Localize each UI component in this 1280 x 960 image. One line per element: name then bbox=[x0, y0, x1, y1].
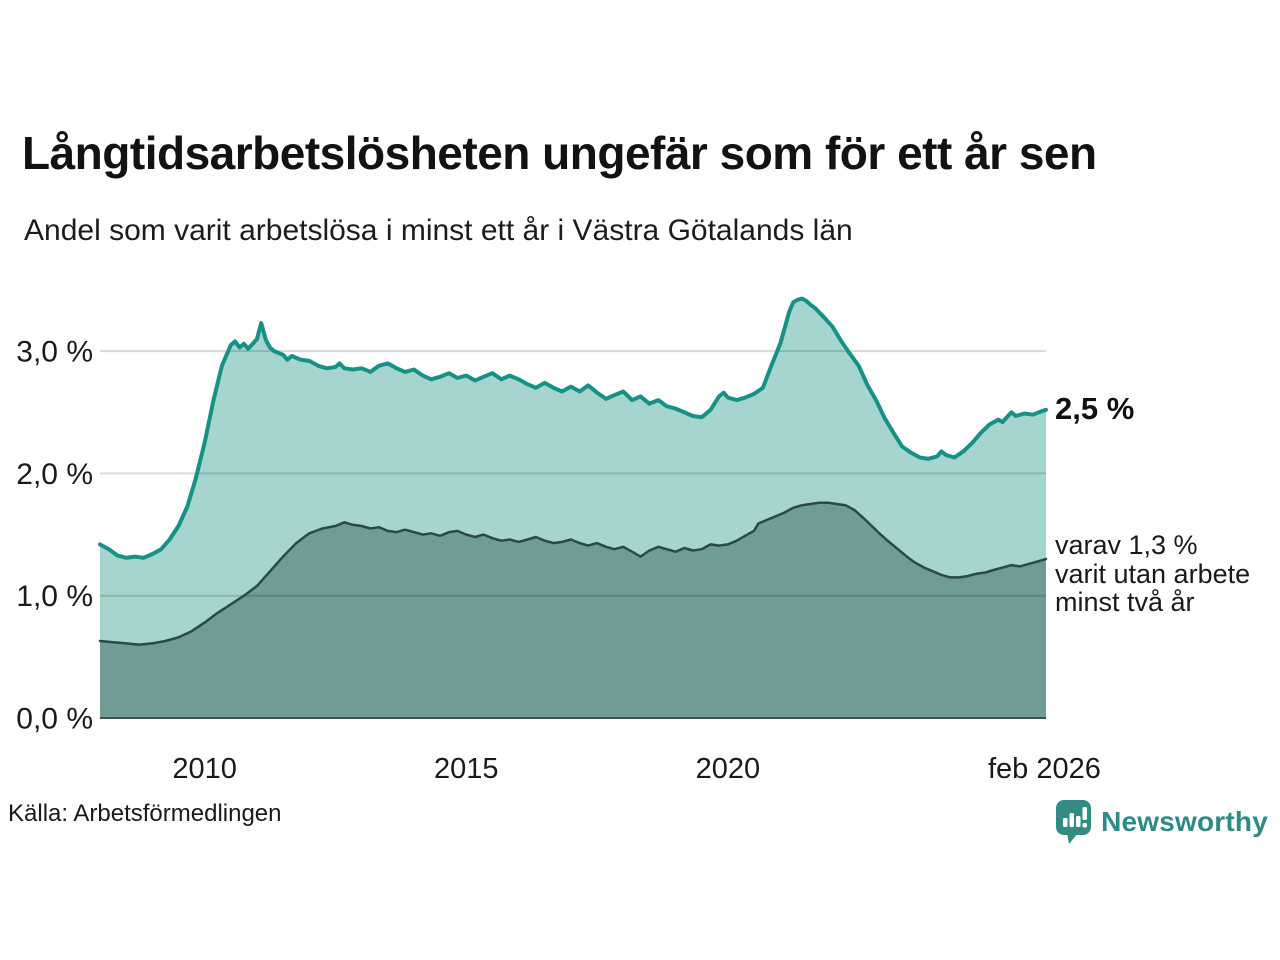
newsworthy-wordmark: Newsworthy bbox=[1101, 806, 1268, 837]
x-tick-label: 2020 bbox=[696, 753, 761, 785]
newsworthy-brand: Newsworthy bbox=[1055, 798, 1268, 846]
newsworthy-logo-icon bbox=[1056, 800, 1092, 844]
secondary-value-line3: minst två år bbox=[1055, 587, 1195, 618]
secondary-value-label: varav 1,3 % varit utan arbete minst två … bbox=[1055, 531, 1250, 617]
secondary-value-line1: varav 1,3 % bbox=[1055, 530, 1198, 561]
y-tick-label: 0,0 % bbox=[16, 703, 93, 736]
x-tick-label: 2010 bbox=[172, 753, 237, 785]
x-tick-label: 2015 bbox=[434, 753, 499, 785]
page-title: Långtidsarbetslösheten ungefär som för e… bbox=[22, 127, 1097, 179]
page-subtitle: Andel som varit arbetslösa i minst ett å… bbox=[24, 214, 853, 247]
secondary-value-line2: varit utan arbete bbox=[1055, 558, 1251, 589]
series-line-1 bbox=[98, 501, 1048, 646]
latest-value-label: 2,5 % bbox=[1055, 390, 1135, 426]
y-tick-label: 1,0 % bbox=[16, 580, 93, 613]
y-tick-label: 2,0 % bbox=[16, 458, 93, 491]
y-tick-label: 3,0 % bbox=[16, 336, 93, 369]
area-fill-1 bbox=[100, 502, 1046, 718]
source-note: Källa: Arbetsförmedlingen bbox=[8, 800, 282, 827]
series-line-0 bbox=[98, 296, 1048, 560]
x-tick-label: feb 2026 bbox=[988, 753, 1101, 785]
